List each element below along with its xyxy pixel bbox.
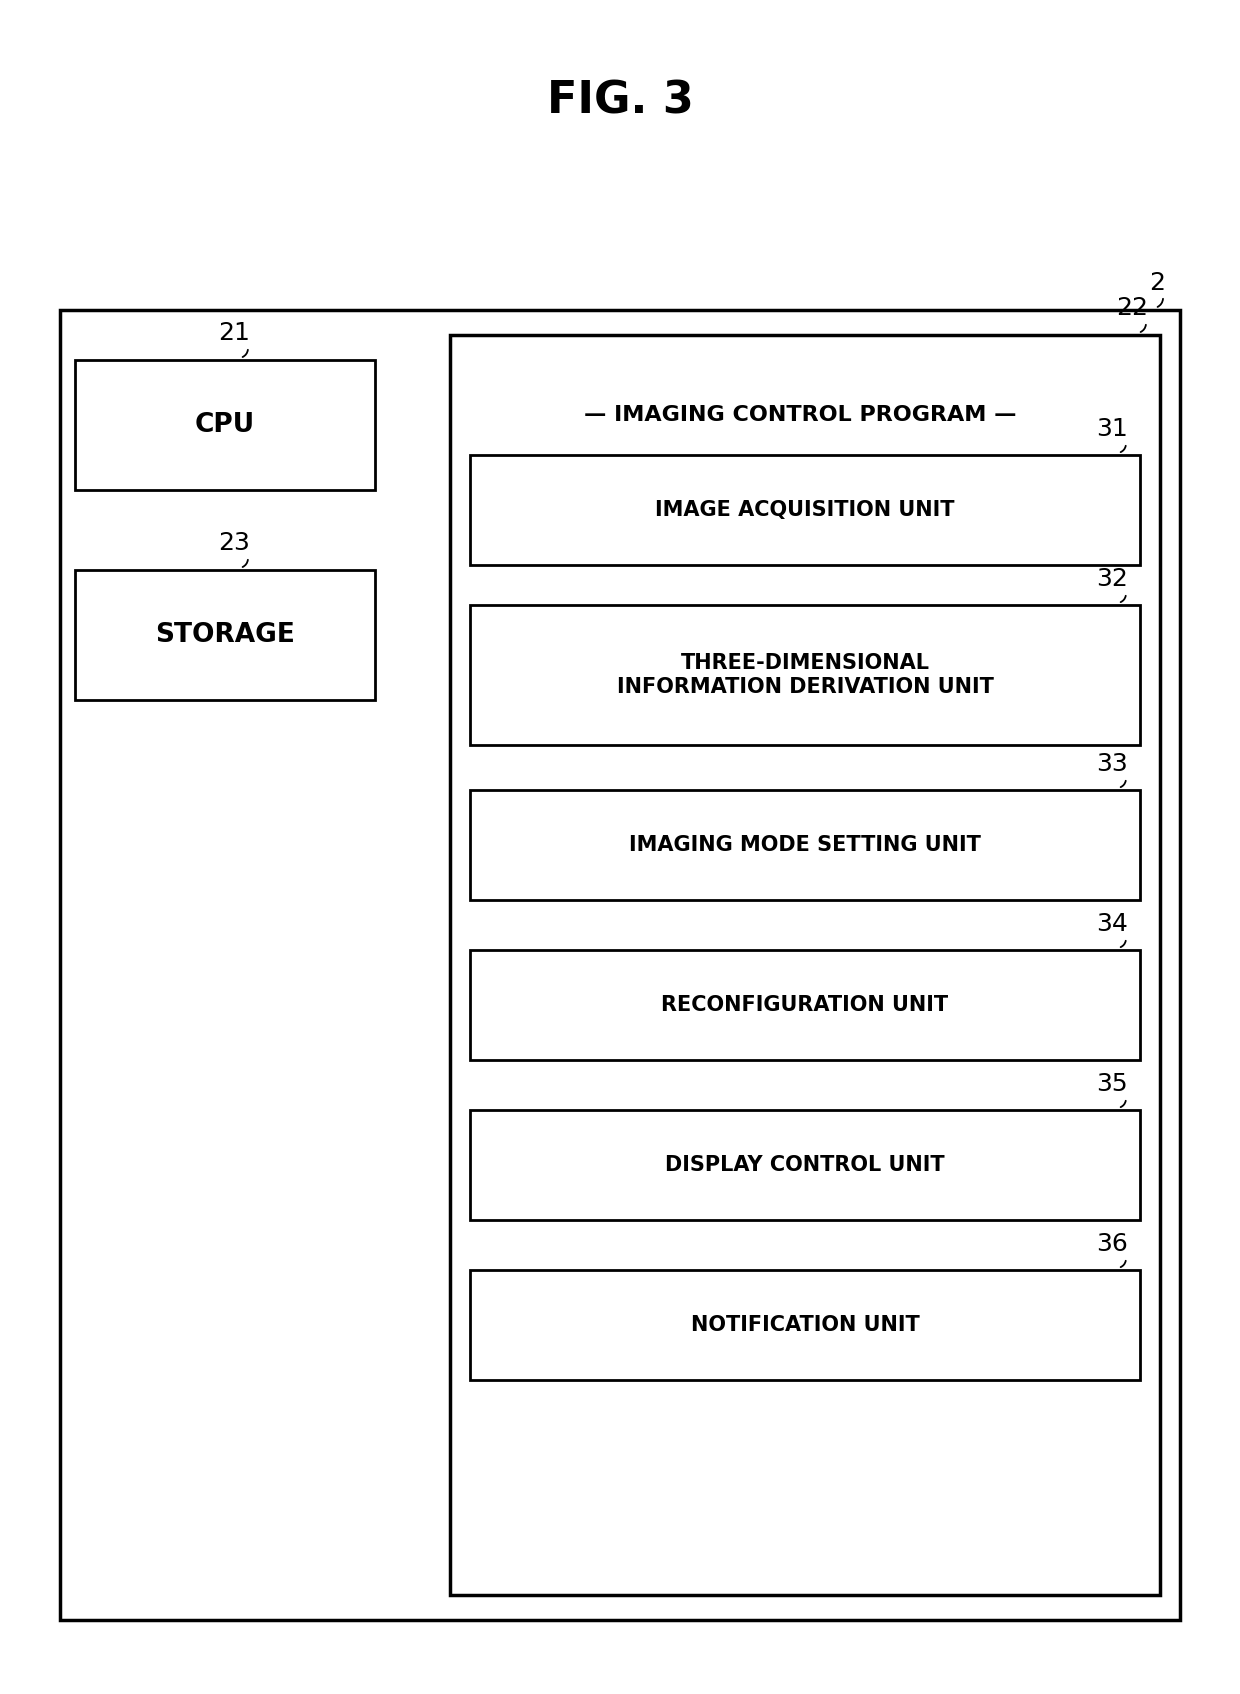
Bar	[60, 310, 1180, 1619]
Bar	[470, 789, 1140, 900]
Text: 34: 34	[1096, 911, 1128, 937]
Bar	[450, 335, 1159, 1596]
Text: IMAGING MODE SETTING UNIT: IMAGING MODE SETTING UNIT	[629, 835, 981, 855]
Text: 31: 31	[1096, 417, 1128, 440]
Bar	[470, 1270, 1140, 1381]
Text: STORAGE: STORAGE	[155, 622, 295, 649]
Text: 35: 35	[1096, 1072, 1128, 1096]
Text: — IMAGING CONTROL PROGRAM —: — IMAGING CONTROL PROGRAM —	[584, 405, 1017, 425]
Bar	[470, 605, 1140, 745]
Text: 2: 2	[1149, 271, 1166, 295]
Text: FIG. 3: FIG. 3	[547, 80, 693, 124]
Text: RECONFIGURATION UNIT: RECONFIGURATION UNIT	[661, 994, 949, 1015]
Text: DISPLAY CONTROL UNIT: DISPLAY CONTROL UNIT	[665, 1155, 945, 1176]
Text: IMAGE ACQUISITION UNIT: IMAGE ACQUISITION UNIT	[655, 500, 955, 520]
Bar	[470, 950, 1140, 1060]
Bar	[470, 456, 1140, 566]
Text: 22: 22	[1116, 296, 1148, 320]
Text: 32: 32	[1096, 567, 1128, 591]
Text: 33: 33	[1096, 752, 1128, 776]
Text: 36: 36	[1096, 1232, 1128, 1255]
Bar	[74, 361, 374, 490]
Text: CPU: CPU	[195, 412, 255, 439]
Bar	[74, 569, 374, 700]
Text: NOTIFICATION UNIT: NOTIFICATION UNIT	[691, 1315, 919, 1335]
Bar	[470, 1110, 1140, 1220]
Text: THREE-DIMENSIONAL
INFORMATION DERIVATION UNIT: THREE-DIMENSIONAL INFORMATION DERIVATION…	[616, 654, 993, 696]
Text: 23: 23	[218, 530, 250, 556]
Text: 21: 21	[218, 320, 250, 346]
